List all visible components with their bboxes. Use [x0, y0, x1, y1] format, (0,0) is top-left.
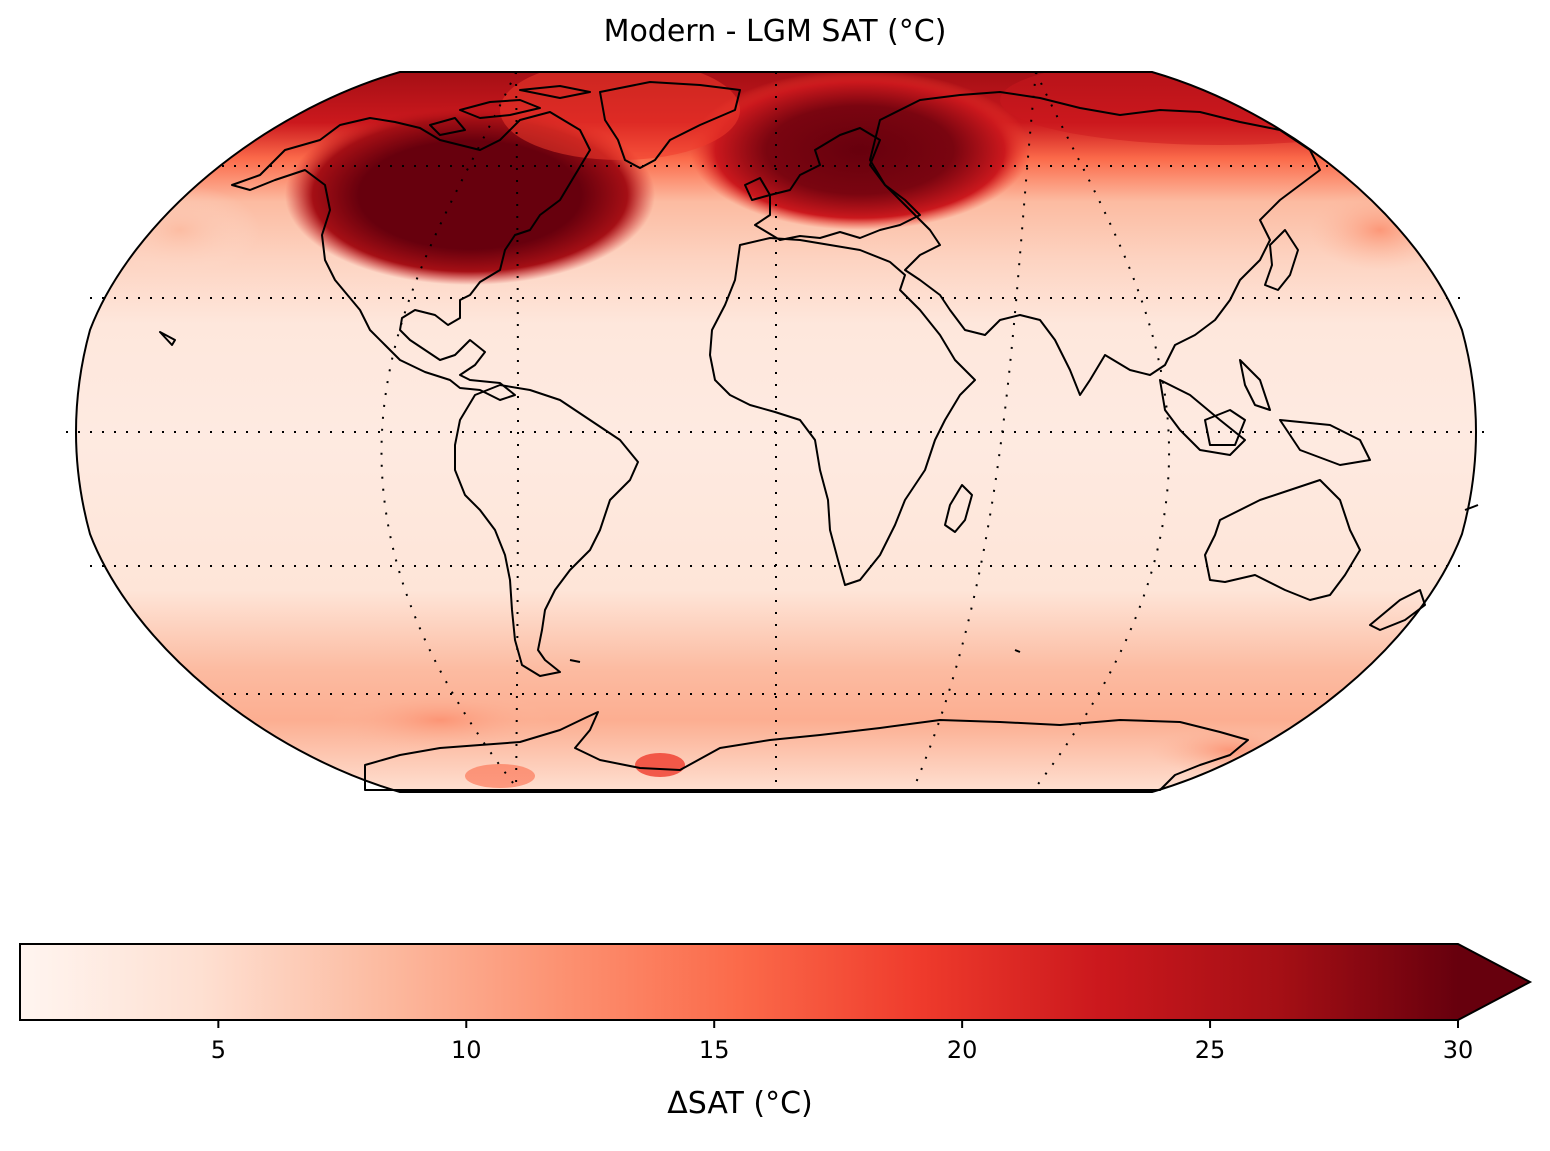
colorbar-tick-label: 10: [451, 1036, 482, 1064]
world-map: [66, 71, 1484, 793]
coastlines: [159, 81, 1479, 791]
coastline-south-america: [454, 384, 639, 677]
coastline-africa: [709, 237, 976, 586]
colorbar-tick-label: 5: [211, 1036, 226, 1064]
coastline-arctic-islands: [429, 85, 591, 136]
graticule-lon-60w: [515, 71, 519, 793]
graticule: [66, 71, 1484, 793]
coastline-antarctica: [364, 711, 1249, 791]
colorbar-tick-label: 15: [699, 1036, 730, 1064]
colorbar-tick-label: 20: [947, 1036, 978, 1064]
colorbar-outline: [19, 943, 1533, 1021]
colorbar-ticks: 5 10 15 20 25 30: [211, 1020, 1474, 1064]
coastline-madagascar: [944, 484, 973, 533]
colorbar-tick-label: 25: [1195, 1036, 1226, 1064]
colorbar-tick-label: 30: [1443, 1036, 1474, 1064]
coastline-greenland: [599, 81, 741, 169]
coastline-japan: [1264, 229, 1299, 291]
colorbar-body: [20, 944, 1458, 1020]
colorbar-label: ΔSAT (°C): [667, 1086, 813, 1121]
map-title: Modern - LGM SAT (°C): [603, 14, 947, 49]
map-border: [75, 71, 1477, 793]
coastline-north-america: [231, 111, 591, 401]
coastline-europe: [744, 127, 921, 241]
colorbar: 5 10 15 20 25 30: [19, 943, 1533, 1064]
colorbar-extend-arrow: [1458, 944, 1530, 1020]
coastline-asia: [869, 91, 1321, 396]
coastline-new-zealand: [1369, 589, 1426, 631]
coastline-australia: [1204, 479, 1361, 601]
graticule-lon-60e: [911, 71, 1037, 793]
coastline-southeast-asia-islands: [1159, 359, 1371, 466]
coastline-small-islands: [159, 331, 1479, 663]
